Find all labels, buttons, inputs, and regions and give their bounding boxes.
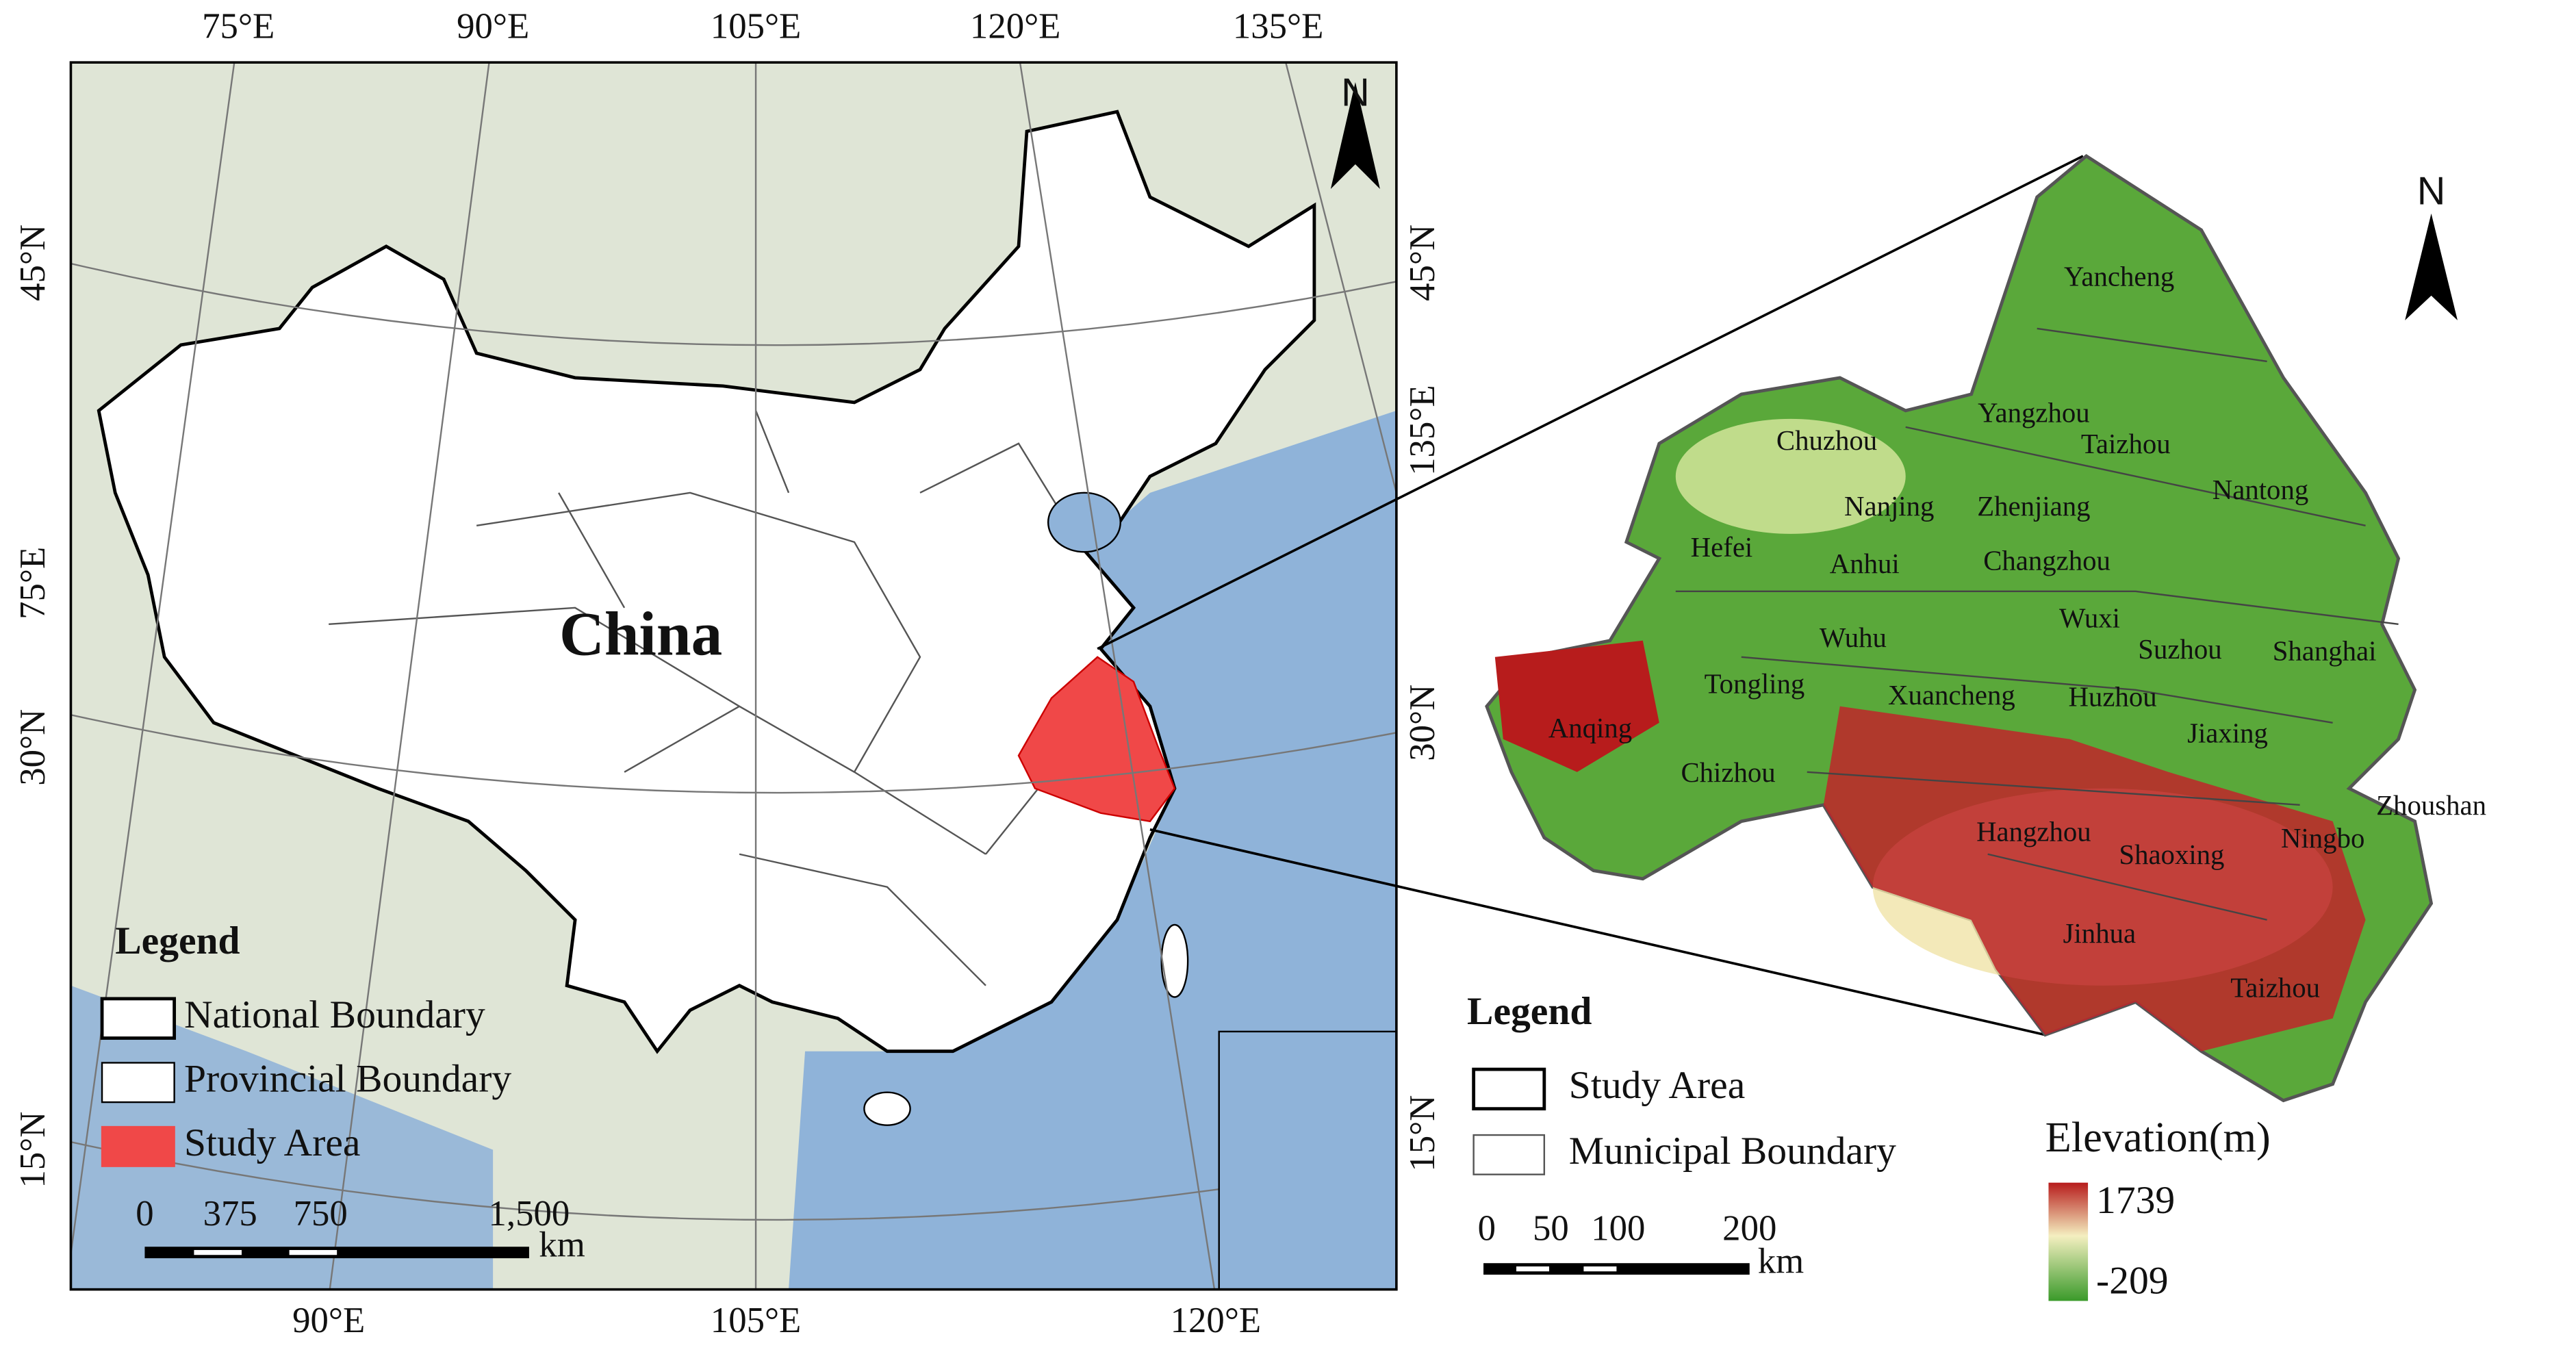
city-label: Yangzhou	[1978, 397, 2090, 428]
elevation-min: -209	[2096, 1260, 2169, 1303]
legend-swatch	[100, 997, 177, 1040]
china-outline	[97, 110, 1316, 1054]
city-label: Taizhou	[2081, 429, 2171, 459]
legend-swatch	[1472, 1134, 1546, 1175]
longitude-label: 105°E	[711, 1301, 801, 1340]
city-label: Wuxi	[2059, 602, 2120, 633]
scale-tick-label: 1,500	[489, 1194, 570, 1234]
city-label: Zhoushan	[2376, 790, 2486, 821]
city-label: Tongling	[1705, 668, 1805, 699]
scale-tick-label: 0	[1478, 1209, 1496, 1249]
north-label: N	[2417, 169, 2446, 213]
bohai-sea	[1047, 492, 1121, 553]
scale-tick-label: 100	[1591, 1209, 1645, 1249]
city-label: Ningbo	[2281, 823, 2364, 854]
longitude-label: 105°E	[711, 6, 801, 46]
scale-unit: km	[1758, 1242, 1804, 1281]
latitude-label: 30°N	[1403, 685, 1442, 761]
scale-bar	[1483, 1263, 1750, 1275]
scale-tick-label: 200	[1722, 1209, 1776, 1249]
hainan	[863, 1091, 911, 1126]
city-label: Jiaxing	[2187, 717, 2268, 748]
city-label: Jinhua	[2063, 918, 2136, 949]
scale-tick-label: 750	[294, 1194, 348, 1234]
inset-map	[1218, 1030, 1397, 1290]
legend-label: Provincial Boundary	[184, 1058, 511, 1101]
city-label: Xuancheng	[1888, 680, 2015, 711]
latitude-label: 15°N	[13, 1112, 53, 1188]
longitude-label: 90°E	[457, 6, 529, 46]
left-map	[71, 62, 1397, 1290]
latitude-label: 30°N	[13, 709, 53, 786]
city-label: Nanjing	[1844, 491, 1934, 522]
north-label: N	[1341, 71, 1370, 114]
legend-label: Municipal Boundary	[1569, 1130, 1896, 1173]
legend-swatch	[1472, 1067, 1546, 1111]
provincial-boundaries	[329, 410, 1085, 986]
graticule	[71, 62, 1397, 1290]
scale-tick-label: 0	[136, 1194, 153, 1234]
legend-title: Legend	[1467, 990, 1592, 1033]
latitude-label: 15°N	[1403, 1095, 1442, 1172]
scale-bar-segment	[194, 1250, 242, 1255]
city-label: Changzhou	[1983, 545, 2110, 576]
elevation-title: Elevation(m)	[2045, 1114, 2271, 1161]
scale-bar-segment	[289, 1250, 337, 1255]
scale-unit: km	[539, 1225, 585, 1265]
city-label: Anqing	[1548, 713, 1632, 743]
city-label: Yancheng	[2064, 261, 2174, 292]
latitude-label: 135°E	[1403, 385, 1442, 475]
latitude-label: 45°N	[1403, 225, 1442, 301]
city-label: Zhenjiang	[1977, 491, 2090, 522]
legend-swatch	[101, 1125, 175, 1167]
legend-label: Study Area	[184, 1121, 360, 1164]
longitude-label: 120°E	[970, 6, 1060, 46]
left-frame	[69, 61, 1398, 1291]
longitude-label: 135°E	[1233, 6, 1323, 46]
city-label: Hangzhou	[1976, 816, 2091, 847]
scale-tick-label: 375	[203, 1194, 257, 1234]
latitude-label: 45°N	[13, 225, 53, 301]
legend-swatch	[101, 1062, 175, 1104]
city-label: Wuhu	[1820, 622, 1887, 653]
scale-bar-segment	[1516, 1266, 1550, 1272]
city-label: Nantong	[2212, 474, 2308, 505]
taiwan	[1160, 923, 1189, 998]
connector-lines	[1097, 155, 2084, 1036]
country-label: China	[559, 600, 722, 669]
ocean	[71, 985, 494, 1290]
legend-label: National Boundary	[184, 993, 485, 1036]
longitude-label: 75°E	[202, 6, 275, 46]
north-arrow	[2405, 213, 2458, 320]
scale-bar-segment	[1583, 1266, 1617, 1272]
city-label: Shaoxing	[2119, 839, 2224, 870]
city-label: Chizhou	[1681, 757, 1775, 788]
longitude-label: 90°E	[292, 1301, 365, 1340]
north-arrow	[1330, 81, 1380, 189]
city-labels: YanchengChuzhouYangzhouTaizhouNantongNan…	[1548, 261, 2486, 1003]
legend-title: Legend	[115, 919, 240, 962]
legend-label: Study Area	[1569, 1064, 1745, 1107]
city-label: Huzhou	[2068, 682, 2156, 713]
city-label: Taizhou	[2230, 972, 2320, 1003]
city-label: Anhui	[1830, 548, 1900, 579]
latitude-label: 75°E	[13, 547, 53, 620]
elevation-max: 1739	[2096, 1179, 2175, 1222]
city-label: Chuzhou	[1776, 425, 1877, 456]
city-label: Shanghai	[2273, 635, 2377, 666]
elevation-ramp	[2048, 1182, 2089, 1301]
terrain-low-hills	[1675, 418, 1906, 534]
scale-tick-label: 50	[1533, 1209, 1569, 1249]
city-label: Hefei	[1691, 532, 1753, 563]
longitude-label: 120°E	[1171, 1301, 1261, 1340]
municipal-boundaries	[1675, 327, 2399, 921]
city-label: Suzhou	[2138, 634, 2221, 665]
terrain-mountains	[1494, 640, 1659, 772]
